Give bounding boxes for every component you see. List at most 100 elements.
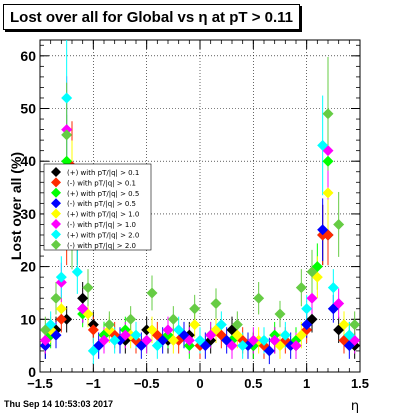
data-point	[322, 108, 334, 120]
data-point	[253, 292, 265, 304]
legend-label: (+) with pT/|q| > 0.1	[67, 169, 139, 177]
data-point	[82, 282, 94, 294]
legend-label: (-) with pT/|q| > 0.1	[67, 179, 136, 187]
legend-marker	[51, 229, 61, 240]
y-tick-label: 50	[20, 101, 36, 117]
legend-marker	[51, 177, 61, 188]
data-point	[210, 297, 222, 309]
data-point	[183, 334, 195, 346]
legend-marker	[51, 208, 61, 219]
legend-marker	[51, 219, 61, 229]
data-point	[189, 303, 201, 315]
data-point	[349, 319, 361, 331]
data-point	[141, 334, 153, 346]
legend-label: (+) with pT/|q| > 2.0	[67, 231, 139, 239]
data-point	[50, 292, 62, 304]
legend-marker	[51, 198, 61, 209]
legend: (+) with pT/|q| > 0.1 (-) with pT/|q| > 0…	[43, 163, 152, 251]
y-tick-label: 20	[20, 259, 36, 275]
data-point	[306, 292, 318, 304]
data-point	[338, 319, 350, 331]
data-point	[87, 345, 99, 357]
data-point	[98, 334, 110, 346]
x-tick-label: 1.5	[351, 376, 369, 391]
data-point	[61, 129, 73, 141]
data-point	[167, 313, 179, 325]
x-tick-label: 1	[303, 376, 310, 391]
data-point	[189, 319, 201, 331]
data-point	[146, 287, 158, 299]
data-point	[61, 92, 73, 104]
data-point	[103, 319, 115, 331]
data-point	[77, 292, 89, 304]
data-point	[306, 266, 318, 278]
data-point	[290, 340, 302, 352]
data-point	[77, 303, 89, 315]
data-point	[167, 334, 179, 346]
data-point	[301, 303, 313, 315]
data-point	[322, 187, 334, 199]
legend-box	[43, 163, 152, 251]
legend-marker	[51, 239, 61, 250]
x-tick-label: 0.5	[244, 376, 262, 391]
data-point	[295, 329, 307, 341]
y-tick-label: 10	[20, 311, 36, 327]
y-axis-label: Lost over all (%)	[8, 152, 24, 260]
data-point	[39, 334, 51, 346]
legend-marker	[51, 167, 61, 177]
data-point	[317, 224, 329, 236]
data-point	[317, 139, 329, 151]
data-point	[162, 324, 174, 336]
data-point	[258, 334, 270, 346]
legend-label: (+) with pT/|q| > 1.0	[67, 211, 139, 219]
y-tick-label: 30	[20, 206, 36, 222]
legend-label: (-) with pT/|q| > 0.5	[67, 200, 136, 208]
data-point	[125, 313, 137, 325]
data-point	[231, 319, 243, 331]
axis-ticks: −1.5 −1 −0.5 0 0.5 1 1.5 0 10 20 30 40 50 60	[20, 40, 369, 391]
data-point	[119, 329, 131, 341]
legend-label: (-) with pT/|q| > 2.0	[67, 242, 136, 250]
data-point	[39, 324, 51, 336]
legend-label: (+) with pT/|q| > 0.5	[67, 190, 139, 198]
data-point	[237, 340, 249, 352]
data-point	[55, 303, 67, 315]
data-point	[333, 218, 345, 230]
chart-title-box: Lost over all for Global vs η at pT > 0.…	[3, 4, 301, 30]
legend-label: (-) with pT/|q| > 1.0	[67, 221, 136, 229]
data-point	[173, 324, 185, 336]
data-point	[194, 334, 206, 346]
data-point	[109, 334, 121, 346]
data-point	[333, 297, 345, 309]
data-point	[55, 271, 67, 283]
data-point	[301, 319, 313, 331]
data-point	[146, 324, 158, 336]
x-tick-label: −1	[86, 376, 101, 391]
data-point	[151, 340, 163, 352]
data-point	[231, 329, 243, 341]
data-point	[279, 329, 291, 341]
x-tick-label: 0	[196, 376, 203, 391]
data-markers	[39, 92, 361, 357]
data-point	[343, 329, 355, 341]
data-point	[87, 324, 99, 336]
data-point	[322, 155, 334, 167]
data-point	[71, 266, 83, 278]
data-point	[205, 329, 217, 341]
chart-title: Lost over all for Global vs η at pT > 0.…	[10, 8, 294, 26]
data-point	[55, 313, 67, 325]
timestamp-label: Thu Sep 14 10:53:03 2017	[4, 399, 114, 409]
data-point	[247, 334, 259, 346]
x-tick-label: −1.5	[27, 376, 53, 391]
y-tick-label: 40	[20, 153, 36, 169]
data-point	[263, 345, 275, 357]
x-tick-label: −0.5	[134, 376, 160, 391]
data-point	[130, 329, 142, 341]
legend-marker	[51, 187, 61, 198]
y-tick-label: 60	[20, 48, 36, 64]
data-point	[327, 282, 339, 294]
data-point	[274, 308, 286, 320]
data-point	[295, 282, 307, 294]
data-point	[215, 319, 227, 331]
